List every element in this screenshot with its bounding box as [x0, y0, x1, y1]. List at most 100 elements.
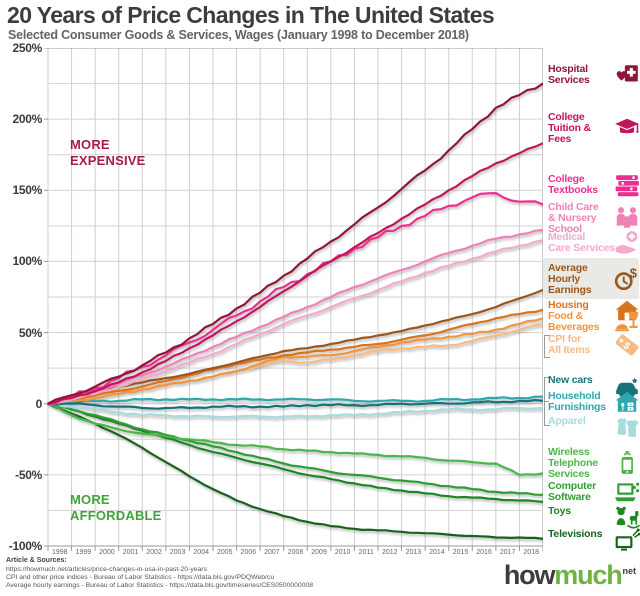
x-tick-1999: 1999 — [75, 549, 92, 556]
legend-label-housing: Housing — [548, 299, 589, 311]
y-tick--100: -100% — [8, 539, 43, 553]
car-icon — [616, 377, 638, 397]
line-chart — [44, 48, 543, 551]
legend-label-newcars: New cars — [548, 374, 593, 386]
series-line-hospital — [46, 82, 543, 405]
legend-label-hospital: Hospital Services — [548, 63, 590, 86]
svg-text:$: $ — [620, 340, 632, 352]
legend-item-childcare: Child Care & Nursery School — [548, 202, 640, 234]
foodbev-icon — [615, 311, 639, 332]
y-tick-100: 100% — [12, 254, 43, 269]
series-line-wireless — [46, 402, 543, 476]
x-tick-2003: 2003 — [169, 549, 186, 556]
legend-item-tuition: College Tuition & Fees — [548, 112, 640, 144]
laptop-icon — [615, 482, 640, 502]
legend-item-medical: Medical Care Services — [548, 231, 640, 254]
legend-item-textbooks: College Textbooks — [548, 173, 640, 197]
x-tick-2017: 2017 — [499, 549, 516, 556]
clockdollar-icon: $ — [614, 266, 638, 291]
legend-label-apparel: Apparel — [548, 415, 586, 427]
legend-label-household: Household Furnishings — [548, 390, 606, 413]
legend-item-foodbev: Food & Beverages — [548, 311, 640, 333]
handplus-icon — [615, 231, 638, 254]
series-line-household — [46, 395, 543, 405]
legend-label-wireless: Wireless Telephone Services — [548, 446, 598, 480]
x-tick-2011: 2011 — [358, 549, 374, 556]
legend-label-software: Computer Software — [548, 480, 596, 503]
x-tick-2012: 2012 — [381, 549, 398, 556]
x-tick-2006: 2006 — [240, 549, 257, 556]
x-tick-2015: 2015 — [452, 549, 469, 556]
series-line-tvs — [46, 402, 543, 540]
x-tick-2014: 2014 — [429, 549, 445, 556]
page-title: 20 Years of Price Changes in The United … — [7, 2, 495, 28]
logo-how: how — [503, 560, 556, 590]
cpi-bracket — [544, 335, 550, 358]
legend-item-software: Computer Software — [548, 481, 640, 503]
x-tick-2009: 2009 — [311, 549, 327, 556]
x-tick-2018: 2018 — [523, 549, 539, 556]
series-line-childcare — [46, 229, 543, 405]
books-icon — [615, 175, 639, 197]
legend-item-cpi: CPI for All Items $ — [548, 334, 640, 356]
x-tick-2001: 2001 — [122, 549, 139, 556]
legend-item-toys: Toys — [548, 505, 640, 529]
legend-label-earnings: Average Hourly Earnings — [548, 262, 592, 296]
x-tick-2000: 2000 — [99, 549, 115, 556]
source-line-3: Average hourly earnings - Bureau of Labo… — [6, 582, 314, 589]
series-line-toys — [46, 402, 543, 503]
x-tick-2005: 2005 — [216, 549, 233, 556]
y-tick-200: 200% — [12, 112, 43, 127]
x-tick-2010: 2010 — [334, 549, 351, 556]
legend-label-childcare: Child Care & Nursery School — [548, 201, 599, 235]
legend-item-household: Household Furnishings — [548, 391, 640, 413]
logo-much: much — [554, 560, 622, 590]
y-tick-50: 50% — [18, 325, 42, 340]
legend-item-newcars: New cars — [548, 374, 640, 397]
legend-label-cpi: CPI for All Items — [548, 333, 590, 356]
svg-text:$: $ — [630, 266, 638, 280]
legend-label-tuition: College Tuition & Fees — [548, 111, 591, 145]
series-line-housing — [46, 308, 543, 405]
x-tick-2013: 2013 — [405, 549, 422, 556]
legend-label-tvs: Televisions — [548, 528, 603, 540]
y-tick-250: 250% — [12, 41, 43, 55]
sources-heading: Article & Sources: — [6, 557, 67, 564]
tv-icon — [615, 528, 640, 551]
x-tick-2007: 2007 — [264, 549, 280, 556]
legend-label-medical: Medical Care Services — [548, 231, 615, 254]
legend-label-toys: Toys — [548, 505, 571, 517]
legend-item-earnings: Average Hourly Earnings $ — [548, 263, 640, 295]
howmuch-logo: howmuchnet — [504, 560, 636, 591]
series-line-textbooks — [46, 192, 543, 405]
family-icon — [616, 207, 638, 228]
x-tick-1998: 1998 — [51, 549, 68, 556]
legend-item-wireless: Wireless Telephone Services — [548, 447, 640, 479]
tag-icon: $ — [615, 334, 639, 356]
household-bracket-stub — [544, 401, 549, 402]
legend-label-foodbev: Food & Beverages — [548, 310, 600, 333]
legend-item-tvs: Televisions — [548, 528, 640, 551]
legend-label-textbooks: College Textbooks — [548, 173, 598, 196]
series-line-newcars — [46, 398, 543, 410]
y-tick-0: 0 — [35, 396, 43, 411]
hospital-icon — [616, 65, 638, 82]
series-line-foodbev — [46, 317, 543, 405]
series-line-medical — [46, 239, 543, 405]
source-line-2: CPI and other price indices - Bureau of … — [6, 574, 275, 581]
apparel-icon — [617, 417, 639, 437]
legend-item-apparel: Apparel — [548, 415, 640, 437]
logo-net-suffix: net — [622, 566, 637, 576]
series-line-apparel — [46, 402, 543, 419]
legend-item-hospital: Hospital Services — [548, 64, 640, 86]
gradcap-icon — [615, 118, 639, 134]
y-tick--50: -50% — [15, 467, 42, 482]
x-tick-2002: 2002 — [146, 549, 162, 556]
series-line-earnings — [46, 288, 543, 405]
chart-series-lines — [46, 82, 543, 540]
toys-icon — [616, 506, 640, 529]
more-expensive-annotation: MORE EXPENSIVE — [70, 137, 146, 169]
x-tick-2016: 2016 — [476, 549, 492, 556]
source-line-1: https://howmuch.net/articles/price-chang… — [6, 566, 207, 573]
chart-legend: Hospital Services College Tuition & Fees Coll… — [548, 0, 640, 596]
